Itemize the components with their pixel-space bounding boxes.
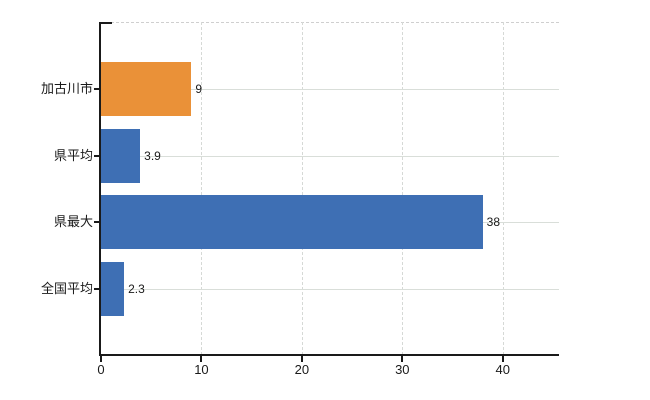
x-gridline <box>402 22 404 355</box>
x-axis-tick <box>200 356 203 362</box>
y-axis-line <box>99 22 101 356</box>
x-tick-label: 20 <box>294 362 310 377</box>
category-gridline <box>101 155 559 157</box>
x-axis-tick <box>501 356 504 362</box>
x-tick-label: 30 <box>395 362 410 377</box>
x-tick-label: 10 <box>194 362 209 377</box>
bar-加古川市 <box>101 62 192 116</box>
bar-value-label: 2.3 <box>128 281 145 296</box>
plot-area: 9 3.9 38 2.3 <box>101 22 559 355</box>
category-label: 全国平均 <box>40 280 93 296</box>
bar-県最大 <box>101 195 483 249</box>
y-axis-tick <box>94 88 101 90</box>
bar-value-label: 3.9 <box>144 148 161 163</box>
x-axis-line <box>99 354 559 356</box>
x-axis-tick <box>100 356 102 362</box>
plot-top-border <box>101 22 559 23</box>
x-gridline <box>301 22 303 355</box>
bar-県平均 <box>101 128 141 183</box>
bar-value-label: 9 <box>195 82 203 96</box>
x-gridline <box>502 22 504 355</box>
category-gridline <box>101 89 559 90</box>
bar-全国平均 <box>101 261 125 316</box>
y-axis-top-cap <box>101 22 112 24</box>
bar-value-label: 38 <box>486 215 501 229</box>
x-axis-tick <box>300 356 303 362</box>
category-label: 加古川市 <box>40 81 93 96</box>
y-axis-tick <box>94 221 101 223</box>
category-label: 県最大 <box>53 214 93 229</box>
x-tick-label: 40 <box>495 362 510 377</box>
x-tick-label: 0 <box>97 362 105 377</box>
y-axis-tick <box>94 154 101 157</box>
x-gridline <box>201 22 203 355</box>
y-axis-tick <box>94 287 101 290</box>
category-label: 県平均 <box>53 147 93 163</box>
category-gridline <box>101 288 559 290</box>
x-axis-tick <box>401 356 404 362</box>
